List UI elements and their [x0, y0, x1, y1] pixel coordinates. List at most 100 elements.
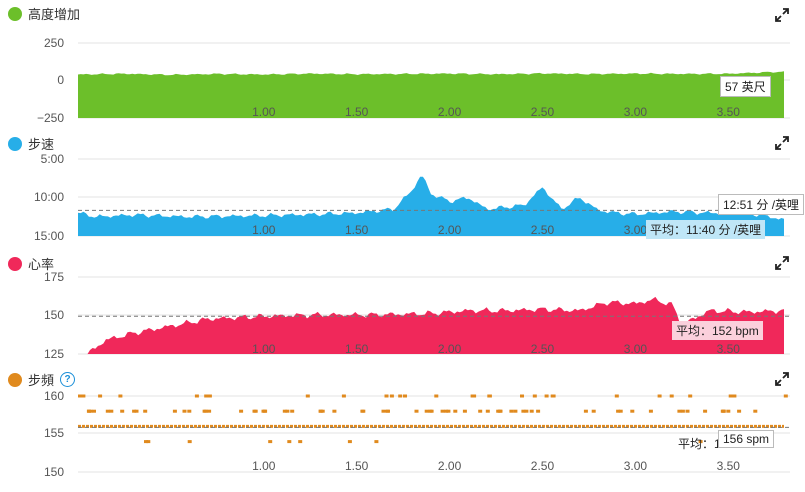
- cadence-point: [509, 409, 514, 413]
- cadence-point: [497, 409, 502, 413]
- cadence-point: [118, 394, 123, 398]
- cadence-point: [381, 409, 386, 413]
- elevation-legend-dot: [8, 6, 22, 21]
- x-tick-label: 2.00: [438, 223, 462, 237]
- cadence-point: [374, 440, 379, 444]
- cadence-point: [591, 409, 596, 413]
- cadence-point: [290, 409, 295, 413]
- expand-icon[interactable]: [775, 372, 789, 386]
- x-tick-label: 3.50: [717, 105, 741, 119]
- cadence-point: [532, 394, 537, 398]
- cadence-point: [453, 409, 458, 413]
- cadence-point: [698, 440, 703, 444]
- y-tick-label: −250: [37, 111, 64, 125]
- cadence-point: [524, 409, 529, 413]
- cadence-point: [398, 394, 403, 398]
- cadence-point: [268, 440, 273, 444]
- x-tick-label: 2.50: [531, 342, 555, 356]
- cadence-point: [332, 409, 337, 413]
- x-tick-label: 1.00: [252, 105, 276, 119]
- cadence-point: [520, 394, 524, 398]
- y-tick-label: 10:00: [34, 190, 64, 204]
- heart-rate-chart: 175 150 125 1.00 1.50 2.00 2.50 3.00 3.50: [44, 270, 790, 361]
- y-tick-label: 160: [44, 389, 64, 403]
- cadence-point: [485, 409, 490, 413]
- cadence-point: [440, 409, 445, 413]
- cadence-point: [182, 409, 187, 413]
- cadence-point: [403, 394, 407, 398]
- pace-title: 步速: [8, 134, 54, 153]
- x-tick-label: 3.00: [624, 223, 648, 237]
- cadence-point: [414, 409, 419, 413]
- cadence-point: [680, 409, 685, 413]
- cadence-point: [285, 409, 290, 413]
- x-tick-label: 3.00: [624, 342, 648, 356]
- pace-legend-dot: [8, 136, 22, 151]
- elevation-title-text: 高度增加: [28, 7, 81, 22]
- cadence-panel: 步頻 ? 160 155 150 1.00 1.50 2.00 2.50 3.00 3.50 平…: [0, 362, 805, 492]
- cadence-point: [732, 394, 737, 398]
- cadence-point: [685, 409, 690, 413]
- cadence-point: [204, 394, 209, 398]
- cadence-point: [105, 409, 110, 413]
- cadence-title-text: 步頻: [28, 373, 55, 388]
- cadence-point: [444, 409, 449, 413]
- cadence-point: [239, 409, 244, 413]
- cadence-point: [669, 394, 674, 398]
- cadence-point: [521, 409, 526, 413]
- cadence-point: [389, 394, 394, 398]
- pace-title-text: 步速: [28, 137, 55, 152]
- y-tick-label: 175: [44, 270, 64, 284]
- y-tick-label: 125: [44, 347, 64, 361]
- cadence-title: 步頻 ?: [8, 370, 76, 389]
- cadence-point: [630, 409, 635, 413]
- expand-icon[interactable]: [775, 256, 789, 270]
- x-tick-label: 1.50: [345, 459, 369, 473]
- cadence-point: [657, 394, 662, 398]
- x-tick-label: 1.50: [345, 105, 369, 119]
- cadence-point: [120, 409, 125, 413]
- x-tick-label: 1.00: [252, 342, 276, 356]
- cadence-point: [305, 394, 310, 398]
- y-tick-label: 250: [44, 36, 64, 50]
- heart-rate-legend-dot: [8, 256, 22, 271]
- question-icon[interactable]: ?: [60, 372, 76, 387]
- cadence-point: [98, 394, 103, 398]
- x-tick-label: 1.50: [345, 223, 369, 237]
- x-tick-label: 2.00: [438, 342, 462, 356]
- cadence-point: [529, 409, 534, 413]
- cadence-point: [618, 409, 623, 413]
- cadence-point: [783, 394, 788, 398]
- heart-rate-title-text: 心率: [28, 257, 55, 272]
- cadence-average-label: 平均：1: [678, 437, 721, 451]
- heart-rate-average-label: 平均：152 bpm: [672, 321, 763, 340]
- cadence-point: [386, 409, 390, 413]
- expand-icon[interactable]: [775, 8, 789, 22]
- expand-icon[interactable]: [775, 136, 789, 150]
- cadence-point: [282, 409, 287, 413]
- cadence-point: [207, 394, 212, 398]
- x-tick-label: 3.00: [624, 459, 648, 473]
- cadence-point: [703, 409, 708, 413]
- x-tick-label: 2.50: [531, 105, 555, 119]
- cadence-point: [446, 409, 451, 413]
- cadence-point: [384, 394, 389, 398]
- cadence-point: [172, 409, 177, 413]
- series-area: [78, 176, 784, 236]
- cadence-point: [194, 394, 199, 398]
- cadence-point: [86, 409, 91, 413]
- series-area: [87, 296, 784, 355]
- x-tick-label: 1.50: [345, 342, 369, 356]
- heart-rate-panel: 心率 175 150 125 1.00 1.50 2.00 2.50 3.00 3.50 平均：…: [0, 244, 805, 362]
- cadence-point: [318, 409, 323, 413]
- cadence-point: [92, 409, 96, 413]
- heart-rate-title: 心率: [8, 254, 54, 273]
- cadence-point: [688, 394, 693, 398]
- cadence-point: [544, 394, 549, 398]
- elevation-title: 高度增加: [8, 4, 80, 23]
- x-tick-label: 3.50: [717, 459, 741, 473]
- cadence-point: [616, 409, 621, 413]
- x-tick-label: 2.50: [531, 223, 555, 237]
- elevation-panel: 高度增加 250 0 −250 1.00 1.50 2.00 2.50 3.00 3.50 57…: [0, 0, 805, 125]
- cadence-legend-dot: [8, 372, 22, 387]
